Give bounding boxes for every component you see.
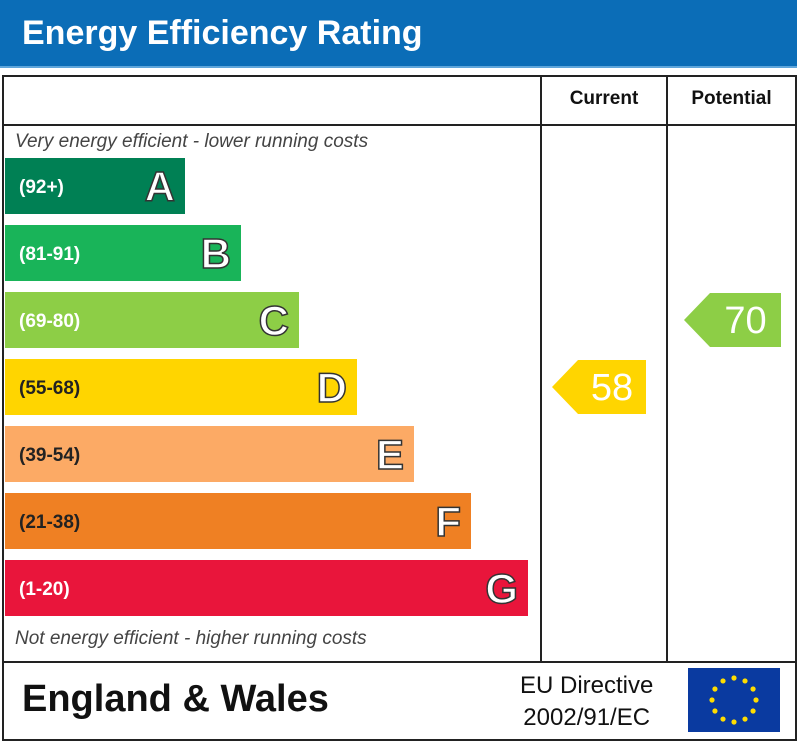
range-label-E: (39-54) — [19, 445, 80, 466]
band-A: (92+) A — [5, 158, 185, 214]
band-letter-E: E — [376, 431, 404, 478]
range-label-F: (21-38) — [19, 512, 80, 533]
band-C: (69-80) C — [5, 292, 299, 348]
bar-F — [5, 493, 471, 549]
eu-star — [742, 716, 748, 722]
eu-star — [720, 678, 726, 684]
note-top: Very energy efficient - lower running co… — [15, 131, 369, 152]
band-F: (21-38) F — [5, 493, 471, 549]
eu-star — [720, 716, 726, 722]
footer-directive: EU Directive 2002/91/EC — [520, 670, 653, 734]
range-label-C: (69-80) — [19, 311, 80, 332]
potential-rating-arrow-shape — [684, 293, 781, 347]
footer-region: England & Wales — [22, 678, 329, 720]
eu-star — [712, 708, 718, 714]
column-header-current: Current — [569, 88, 639, 109]
current-rating-arrow-value: 58 — [591, 367, 633, 409]
chart-border — [2, 75, 797, 741]
directive-line2: 2002/91/EC — [523, 704, 651, 731]
band-letter-B: B — [201, 230, 231, 277]
range-label-G: (1-20) — [19, 579, 70, 600]
bar-E — [5, 426, 414, 482]
column-header-potential: Potential — [691, 88, 772, 109]
potential-rating-arrow: 70 — [684, 293, 781, 347]
bar-C — [5, 292, 299, 348]
eu-star — [742, 678, 748, 684]
band-letter-D: D — [317, 364, 347, 411]
band-letter-A: A — [145, 163, 175, 210]
current-rating-arrow: 58 — [552, 360, 646, 414]
eu-star — [753, 697, 759, 703]
title-bar: Energy Efficiency Rating — [0, 0, 797, 68]
bar-B — [5, 225, 241, 281]
chart-title: Energy Efficiency Rating — [22, 14, 423, 52]
range-label-B: (81-91) — [19, 244, 80, 265]
range-label-A: (92+) — [19, 177, 64, 198]
bar-D — [5, 359, 357, 415]
eu-star — [709, 697, 715, 703]
band-E: (39-54) E — [5, 426, 414, 482]
eu-star — [750, 708, 756, 714]
directive-line1: EU Directive — [520, 672, 654, 699]
band-D: (55-68) D — [5, 359, 357, 415]
eu-star — [750, 686, 756, 692]
band-B: (81-91) B — [5, 225, 241, 281]
bar-A — [5, 158, 185, 214]
current-rating-arrow-shape — [552, 360, 646, 414]
potential-rating-arrow-value: 70 — [724, 300, 766, 342]
band-letter-F: F — [435, 498, 461, 545]
band-letter-C: C — [259, 297, 289, 344]
eu-star — [712, 686, 718, 692]
band-G: (1-20) G — [5, 560, 528, 616]
band-letter-G: G — [485, 565, 518, 612]
eu-flag-icon — [688, 668, 780, 732]
eu-star — [731, 719, 737, 725]
note-bottom: Not energy efficient - higher running co… — [15, 628, 367, 649]
range-label-D: (55-68) — [19, 378, 80, 399]
eu-star — [731, 675, 737, 681]
bar-G — [5, 560, 528, 616]
